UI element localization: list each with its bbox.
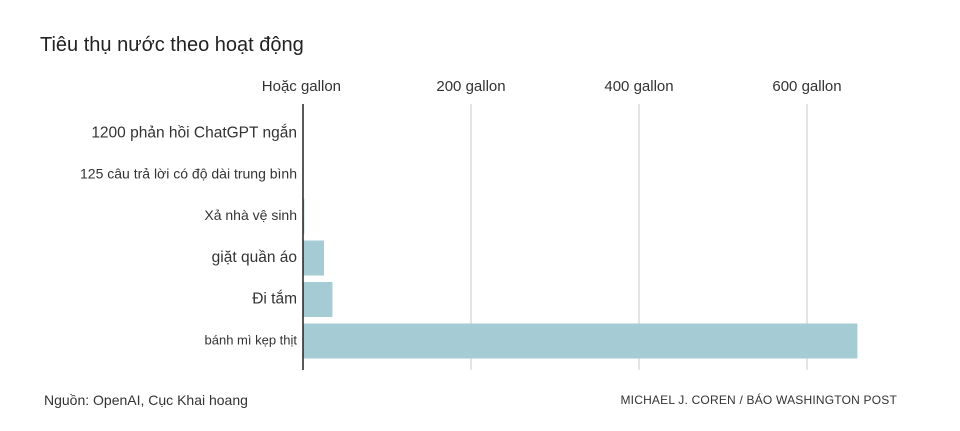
- bar: [303, 240, 324, 276]
- source-note: Nguồn: OpenAI, Cục Khai hoang: [44, 392, 248, 408]
- category-label: Đi tắm: [252, 291, 297, 308]
- category-label: bánh mì kẹp thịt: [205, 332, 298, 347]
- category-label: 1200 phản hồi ChatGPT ngắn: [91, 125, 297, 142]
- bar: [303, 323, 858, 359]
- x-axis-ticks: Hoặc gallon 200 gallon 400 gallon 600 gallo…: [262, 78, 842, 95]
- chart-title: Tiêu thụ nước theo hoạt động: [40, 34, 304, 56]
- category-label: 125 câu trả lời có độ dài trung bình: [80, 166, 297, 182]
- x-tick-label: Hoặc gallon: [262, 78, 341, 95]
- x-tick-label: 600 gallon: [772, 78, 841, 95]
- x-tick-label: 400 gallon: [604, 78, 673, 95]
- bars: [303, 199, 858, 359]
- credit-line: MICHAEL J. COREN / BÁO WASHINGTON POST: [620, 393, 897, 407]
- category-labels: 1200 phản hồi ChatGPT ngắn 125 câu trả lờ…: [80, 125, 297, 348]
- category-label: giặt quần áo: [212, 249, 297, 266]
- bar: [303, 282, 333, 317]
- x-tick-label: 200 gallon: [436, 78, 505, 95]
- category-label: Xả nhà vệ sinh: [204, 207, 297, 223]
